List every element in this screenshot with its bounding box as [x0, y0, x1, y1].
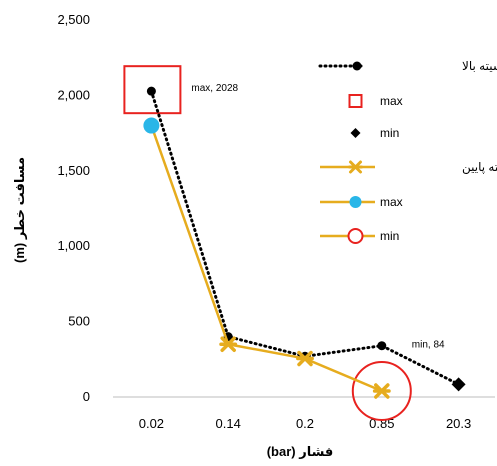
y-axis-title: مسافت خطر (m) — [12, 157, 27, 263]
legend-label: min — [380, 126, 399, 140]
legend-swatch-red-square — [348, 94, 363, 108]
series-high-density-point — [377, 341, 387, 351]
legend-label: دانسیته بالا — [462, 59, 497, 73]
annotations: max, 2028 min, 84 — [191, 83, 445, 351]
series-low-density-line — [150, 125, 383, 393]
x-tick-label: 0.02 — [139, 416, 164, 431]
legend-swatch-asterisk — [348, 160, 363, 174]
series-low-density-max-marker — [143, 117, 160, 134]
series-low-density-point — [219, 336, 238, 352]
legend-item: دانسیته بالا — [318, 59, 497, 73]
y-tick-label: 500 — [68, 314, 90, 329]
series-layer — [143, 86, 466, 399]
legend-item: max — [320, 195, 403, 209]
highlight-shapes — [123, 65, 412, 421]
legend-label: max — [380, 195, 403, 209]
legend-item: دانسیته پایین — [320, 160, 497, 175]
max-highlight-box — [123, 65, 182, 115]
data-annotation: max, 2028 — [191, 83, 238, 94]
x-tick-label: 20.3 — [446, 416, 471, 431]
series-high-density-min-marker — [451, 377, 466, 392]
legend-swatch-red-circle — [347, 228, 364, 244]
min-highlight-circle — [351, 360, 412, 421]
y-tick-label: 2,500 — [57, 12, 90, 27]
series-low-density-point — [296, 350, 314, 367]
legend-label: max — [380, 94, 403, 108]
legend-label: min — [380, 229, 399, 243]
y-tick-label: 0 — [83, 389, 90, 404]
x-axis-title: فشار (bar) — [267, 444, 334, 459]
legend-item: max — [348, 94, 403, 108]
legend-swatch-blue-circle — [349, 196, 362, 208]
series-high-density-point — [146, 86, 156, 96]
legend-swatch-diamond — [350, 128, 361, 138]
legend-item: min — [350, 126, 399, 140]
legend-item: min — [320, 228, 399, 244]
legend-swatch-marker — [352, 61, 362, 71]
x-axis-ticks: 0.02 0.14 0.2 0.85 20.3 — [139, 416, 472, 431]
data-annotation: min, 84 — [412, 340, 445, 351]
y-axis-ticks: 0 500 1,000 1,500 2,000 2,500 — [57, 12, 90, 404]
y-tick-label: 2,000 — [57, 87, 90, 102]
x-tick-label: 0.2 — [296, 416, 314, 431]
legend: دانسیته بالا max min دانسیته پایین max min — [318, 59, 497, 244]
x-tick-label: 0.14 — [216, 416, 241, 431]
series-low-density-point — [372, 383, 391, 399]
y-tick-label: 1,000 — [57, 238, 90, 253]
y-tick-label: 1,500 — [57, 163, 90, 178]
legend-label: دانسیته پایین — [462, 160, 497, 175]
